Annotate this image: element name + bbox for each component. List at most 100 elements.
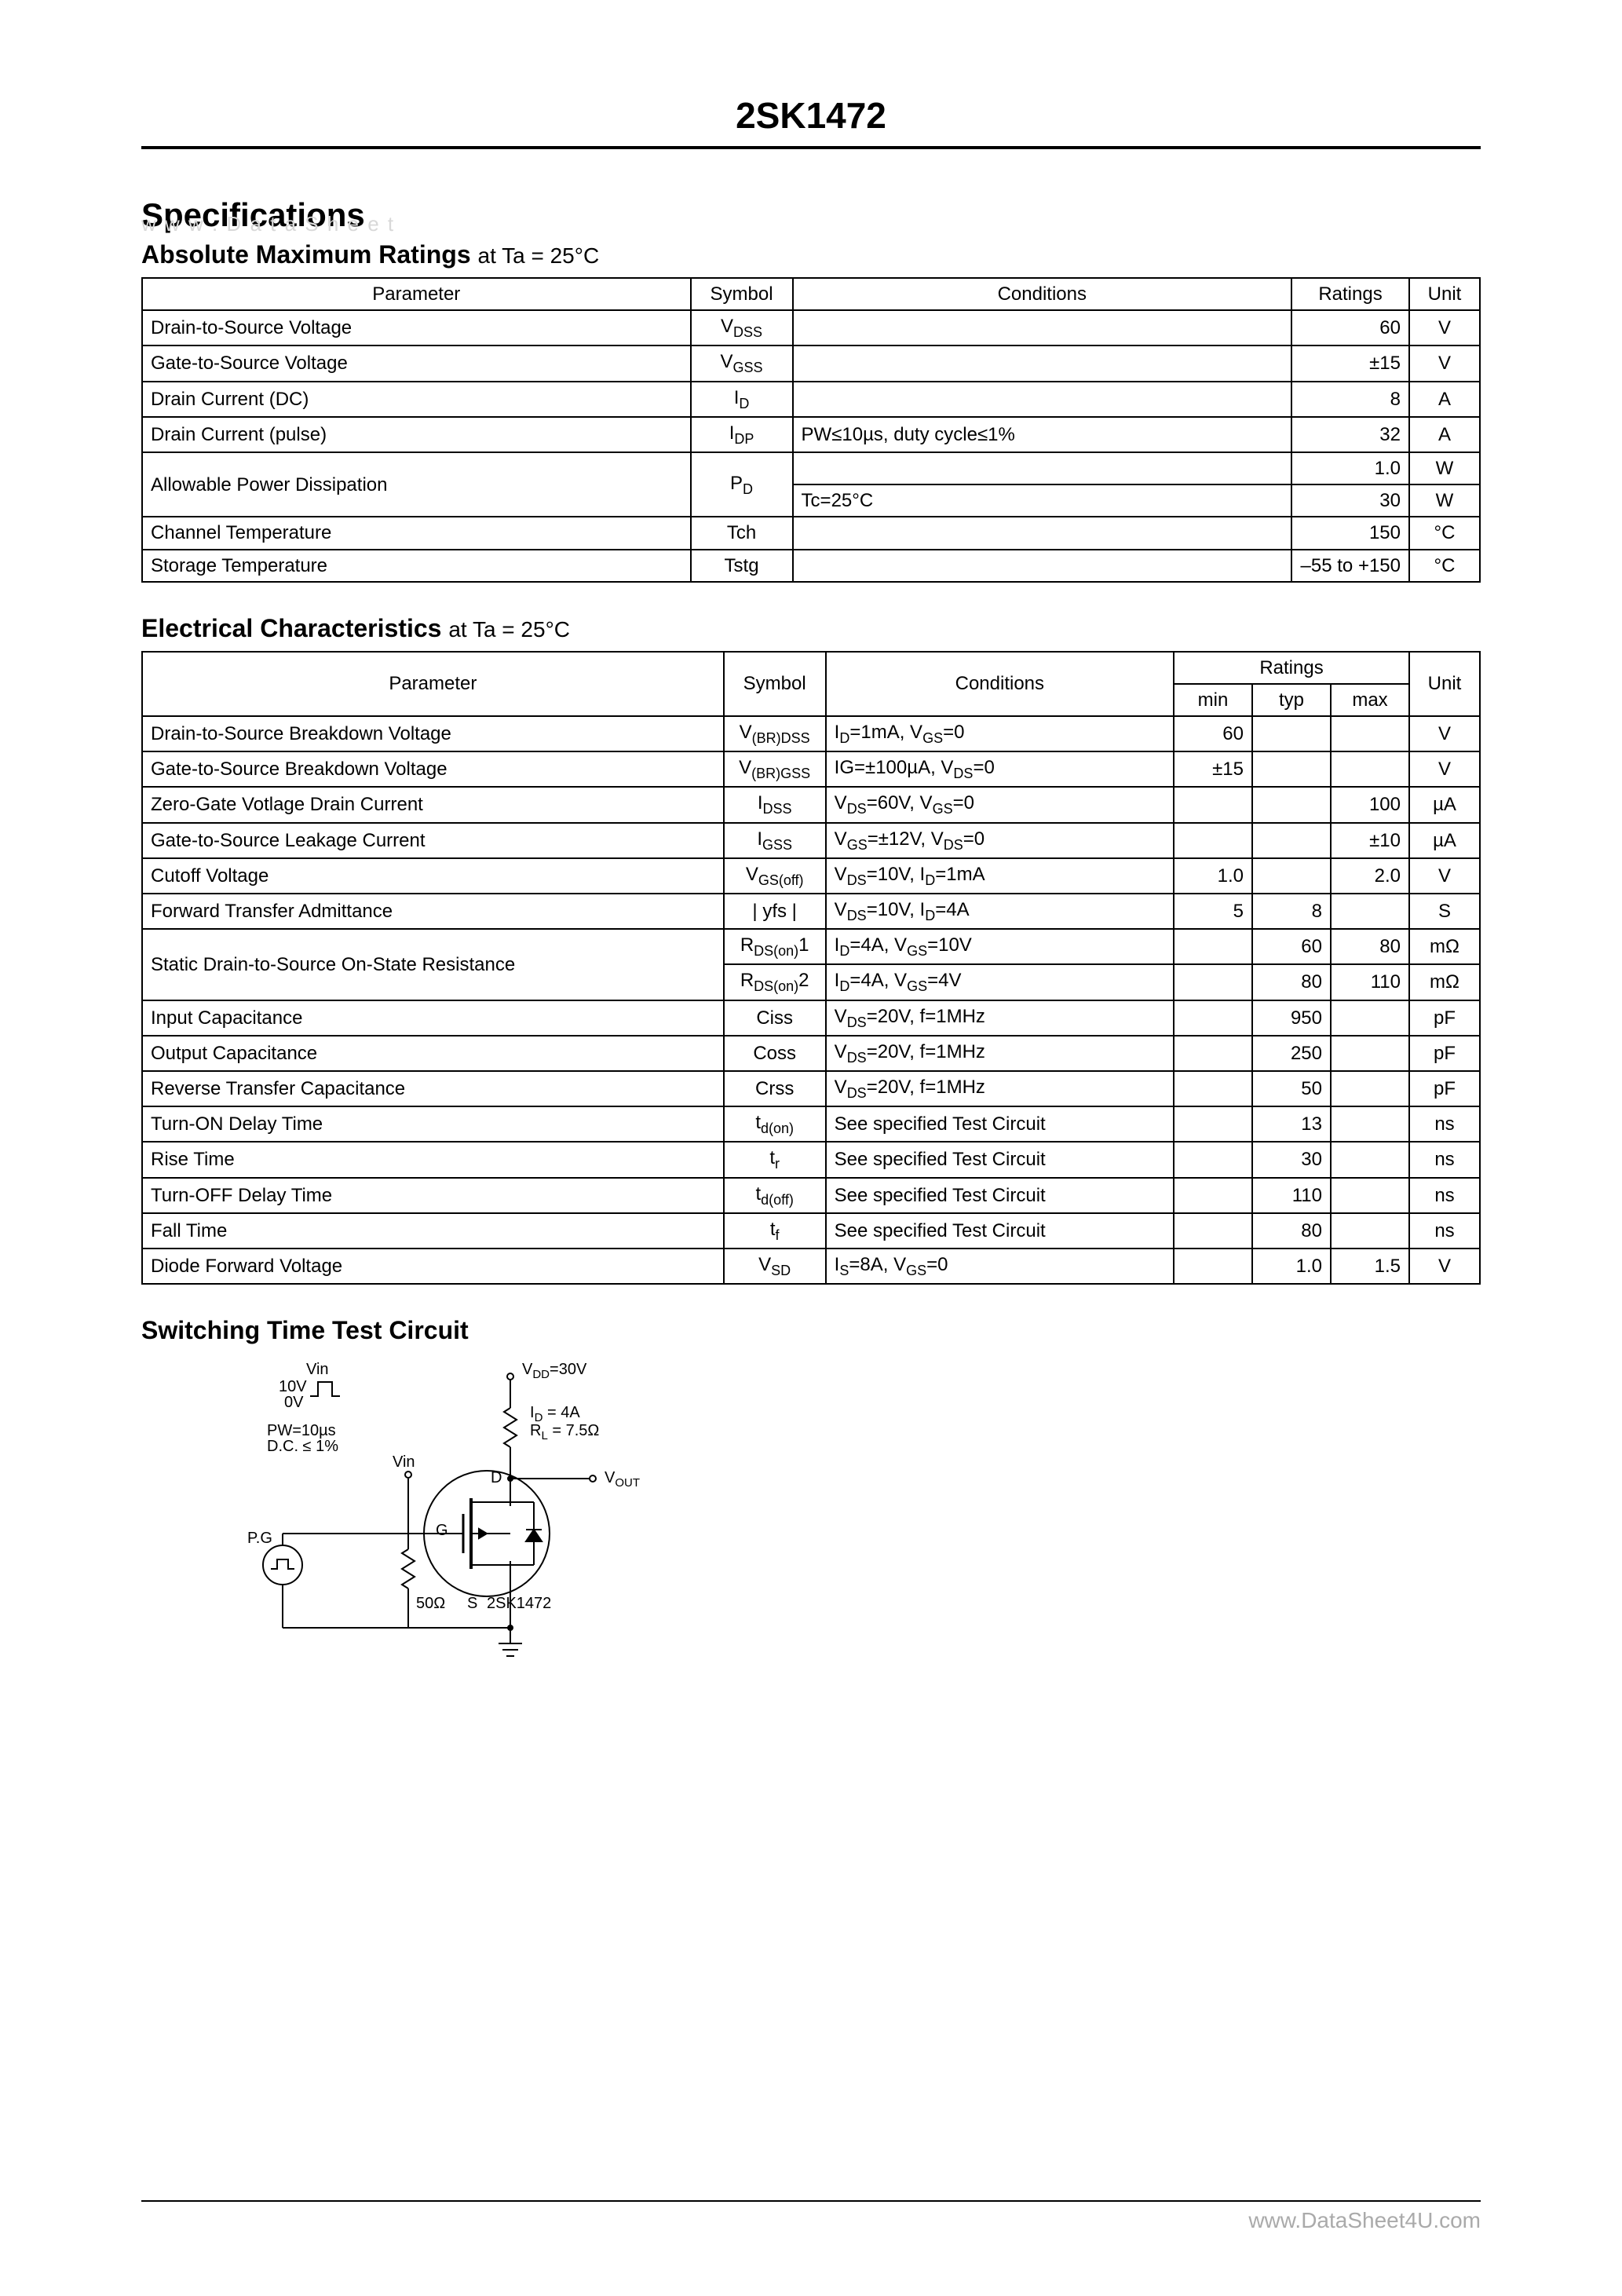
cell-cond: VDS=20V, f=1MHz [826,1000,1174,1036]
cell-unit: V [1409,716,1480,751]
cell-max: 2.0 [1331,858,1409,894]
cell-typ: 1.0 [1252,1249,1331,1284]
elec-cond: at Ta = 25°C [448,617,570,642]
cell-min [1174,1106,1252,1142]
cell-typ: 80 [1252,964,1331,1000]
th-unit: Unit [1409,652,1480,716]
lbl-s: S [467,1595,477,1613]
cell-cond: VGS=±12V, VDS=0 [826,823,1174,858]
cell-typ [1252,751,1331,787]
lbl-vdd: VDD=30V [522,1361,586,1381]
cell-symbol: Crss [724,1071,826,1106]
cell-cond: PW≤10µs, duty cycle≤1% [793,417,1291,452]
th-max: max [1331,684,1409,716]
cell-cond: VDS=10V, ID=4A [826,894,1174,929]
cell-typ: 50 [1252,1071,1331,1106]
cell-unit: pF [1409,1071,1480,1106]
cell-min [1174,1036,1252,1071]
cell-unit: V [1409,751,1480,787]
cell-unit: mΩ [1409,964,1480,1000]
cell-typ: 13 [1252,1106,1331,1142]
cell-param: Turn-ON Delay Time [142,1106,724,1142]
cell-unit: V [1409,345,1480,381]
cell-symbol: PD [691,452,793,517]
cell-unit: ns [1409,1106,1480,1142]
abs-max-title: Absolute Maximum Ratings at Ta = 25°C [141,240,1481,269]
cell-unit: °C [1409,517,1480,549]
cell-rating: –55 to +150 [1291,550,1409,582]
cell-param: Forward Transfer Admittance [142,894,724,929]
cell-cond [793,517,1291,549]
th-symbol: Symbol [691,278,793,310]
cell-max: ±10 [1331,823,1409,858]
cell-min [1174,1249,1252,1284]
cell-param: Rise Time [142,1142,724,1177]
table-row: Static Drain-to-Source On-State Resistan… [142,929,1480,964]
cell-symbol: VGSS [691,345,793,381]
cell-unit: µA [1409,787,1480,822]
cell-rating: ±15 [1291,345,1409,381]
cell-unit: V [1409,310,1480,345]
cell-cond: IG=±100µA, VDS=0 [826,751,1174,787]
cell-cond: See specified Test Circuit [826,1178,1174,1213]
cell-symbol: RDS(on)2 [724,964,826,1000]
cell-max [1331,1000,1409,1036]
th-param: Parameter [142,652,724,716]
cell-symbol: Tch [691,517,793,549]
cell-min [1174,1213,1252,1249]
cell-typ: 250 [1252,1036,1331,1071]
cell-max: 110 [1331,964,1409,1000]
cell-max [1331,716,1409,751]
cell-param: Output Capacitance [142,1036,724,1071]
cell-symbol: tf [724,1213,826,1249]
page-header: 2SK1472 [141,94,1481,149]
cell-cond: ID=4A, VGS=4V [826,964,1174,1000]
cell-typ: 80 [1252,1213,1331,1249]
cell-typ [1252,858,1331,894]
cell-symbol: IDSS [724,787,826,822]
cell-typ: 950 [1252,1000,1331,1036]
lbl-pg: P.G [247,1530,272,1548]
cell-param: Cutoff Voltage [142,858,724,894]
cell-typ: 30 [1252,1142,1331,1177]
elec-title-text: Electrical Characteristics [141,614,441,642]
cell-max [1331,1071,1409,1106]
cell-cond: ID=4A, VGS=10V [826,929,1174,964]
cell-unit: mΩ [1409,929,1480,964]
cell-unit: ns [1409,1213,1480,1249]
cell-unit: W [1409,452,1480,484]
cell-max [1331,894,1409,929]
cell-symbol: VGS(off) [724,858,826,894]
cell-param: Gate-to-Source Breakdown Voltage [142,751,724,787]
table-row: Cutoff VoltageVGS(off)VDS=10V, ID=1mA1.0… [142,858,1480,894]
th-param: Parameter [142,278,691,310]
cell-max: 80 [1331,929,1409,964]
cell-cond: ID=1mA, VGS=0 [826,716,1174,751]
table-row: Zero-Gate Votlage Drain CurrentIDSSVDS=6… [142,787,1480,822]
cell-unit: ns [1409,1178,1480,1213]
elec-title: Electrical Characteristics at Ta = 25°C [141,614,1481,643]
cell-symbol: VDSS [691,310,793,345]
lbl-50: 50Ω [416,1595,445,1613]
cell-min [1174,1000,1252,1036]
cell-typ [1252,716,1331,751]
cell-cond: VDS=20V, f=1MHz [826,1071,1174,1106]
cell-unit: pF [1409,1000,1480,1036]
cell-param: Reverse Transfer Capacitance [142,1071,724,1106]
table-row: Diode Forward VoltageVSDIS=8A, VGS=01.01… [142,1249,1480,1284]
lbl-d: D [491,1469,502,1487]
cell-symbol: td(on) [724,1106,826,1142]
cell-min [1174,929,1252,964]
table-row: Allowable Power DissipationPD1.0W [142,452,1480,484]
table-row: Drain-to-Source Breakdown VoltageV(BR)DS… [142,716,1480,751]
table-row: Input CapacitanceCissVDS=20V, f=1MHz950p… [142,1000,1480,1036]
cell-param: Fall Time [142,1213,724,1249]
cell-symbol: Tstg [691,550,793,582]
cell-unit: S [1409,894,1480,929]
cell-min: 1.0 [1174,858,1252,894]
abs-max-title-text: Absolute Maximum Ratings [141,240,471,269]
cell-cond: See specified Test Circuit [826,1142,1174,1177]
cell-param: Drain Current (pulse) [142,417,691,452]
cell-symbol: V(BR)DSS [724,716,826,751]
cell-unit: ns [1409,1142,1480,1177]
